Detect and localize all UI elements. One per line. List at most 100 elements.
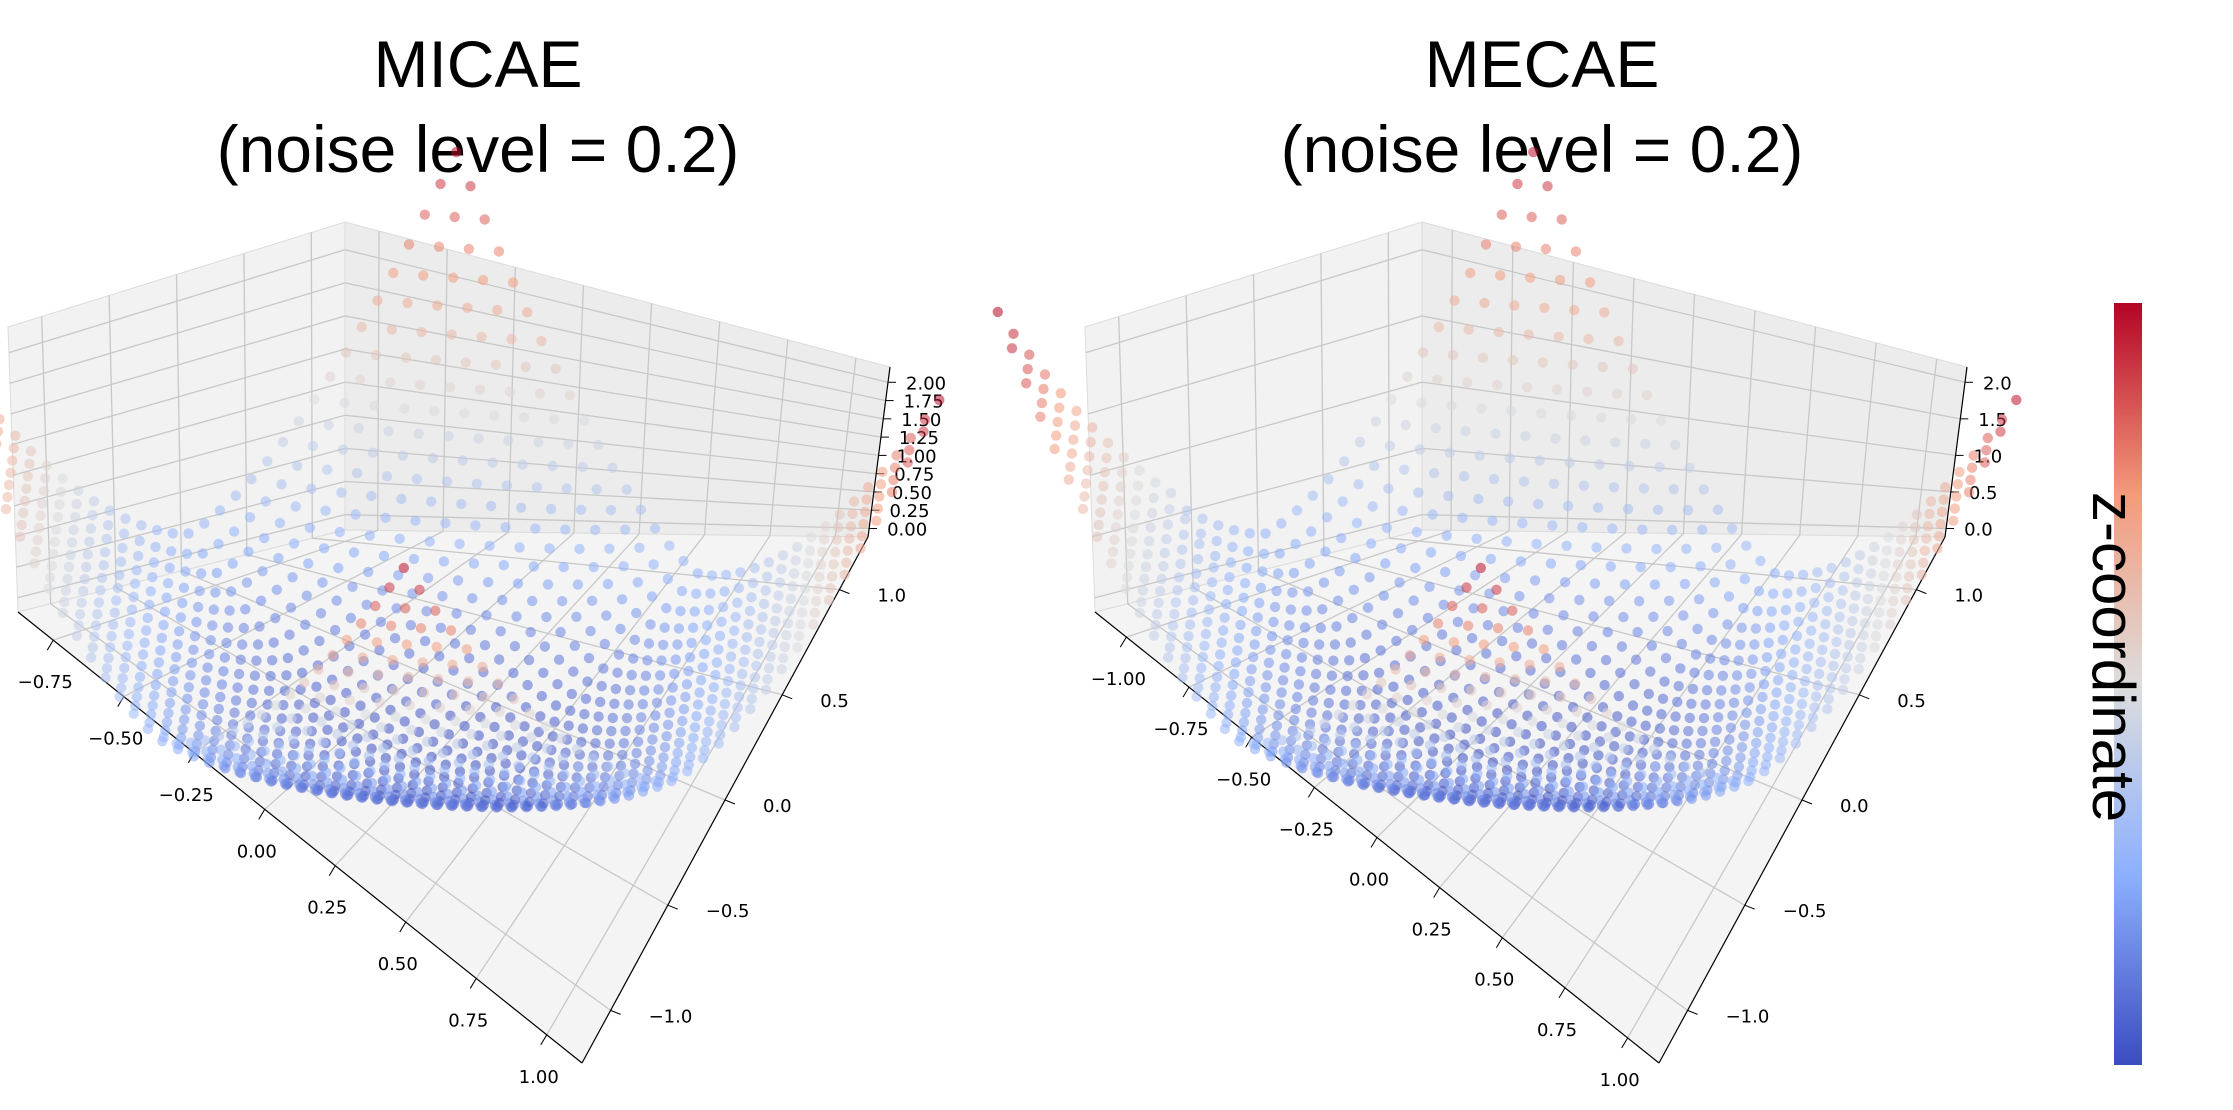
surface-point — [557, 753, 568, 764]
surface-point — [800, 583, 811, 594]
surface-point — [1743, 775, 1754, 787]
surface-point — [1510, 674, 1521, 685]
surface-point — [1020, 378, 1032, 389]
surface-point — [650, 710, 661, 721]
surface-point — [1583, 333, 1594, 345]
surface-point — [877, 466, 888, 478]
surface-point — [1063, 474, 1075, 485]
surface-point — [1733, 761, 1745, 772]
surface-point — [859, 506, 871, 518]
surface-point — [1753, 585, 1765, 597]
surface-point — [1570, 678, 1581, 689]
surface-point — [1877, 583, 1888, 594]
surface-point — [383, 426, 394, 437]
surface-point — [1619, 579, 1631, 590]
surface-point — [1580, 435, 1591, 446]
surface-point — [1790, 738, 1802, 749]
surface-point — [1184, 619, 1196, 630]
surface-point — [569, 640, 580, 651]
surface-point — [240, 604, 251, 615]
surface-point — [706, 570, 718, 581]
surface-point — [1474, 450, 1486, 461]
surface-point — [216, 679, 228, 690]
surface-point — [1539, 302, 1550, 313]
surface-point — [291, 763, 302, 774]
surface-point — [1861, 606, 1872, 617]
surface-point — [634, 542, 645, 553]
surface-point — [325, 371, 336, 382]
surface-point — [1247, 651, 1259, 663]
surface-point — [0, 503, 12, 515]
surface-point — [1101, 452, 1112, 464]
surface-point — [1764, 622, 1776, 633]
surface-point — [552, 679, 563, 690]
surface-point — [2011, 394, 2022, 406]
surface-point — [1806, 625, 1817, 636]
surface-point — [189, 631, 201, 642]
surface-point — [618, 561, 629, 572]
surface-point — [287, 572, 298, 583]
surface-point — [348, 547, 360, 558]
surface-point — [351, 468, 363, 479]
surface-point — [1359, 652, 1371, 664]
surface-point — [157, 736, 168, 747]
surface-point — [522, 800, 534, 812]
surface-point — [376, 722, 387, 733]
surface-point — [707, 693, 718, 705]
surface-point — [66, 537, 78, 548]
surface-point — [1572, 626, 1583, 637]
surface-point — [1850, 590, 1861, 601]
surface-point — [740, 644, 751, 655]
surface-point — [197, 548, 208, 559]
surface-point — [1095, 507, 1106, 518]
surface-point — [87, 642, 99, 653]
surface-point — [1625, 414, 1637, 425]
surface-point — [274, 517, 286, 529]
surface-point — [178, 582, 190, 593]
surface-point — [452, 575, 464, 586]
surface-point — [676, 585, 688, 597]
surface-point — [694, 687, 705, 698]
surface-point — [322, 724, 333, 735]
surface-point — [1617, 721, 1628, 732]
surface-point — [1200, 628, 1212, 640]
surface-point — [1642, 705, 1653, 716]
surface-point — [1084, 451, 1095, 462]
surface-point — [1690, 649, 1702, 660]
surface-point — [218, 666, 229, 677]
surface-point — [555, 626, 566, 638]
surface-point — [1918, 557, 1929, 568]
surface-point — [299, 677, 310, 688]
surface-point — [164, 697, 176, 709]
surface-point — [211, 567, 223, 579]
surface-point — [1727, 775, 1739, 787]
surface-point — [1634, 753, 1646, 764]
surface-point — [479, 640, 491, 651]
surface-point — [1545, 558, 1557, 569]
surface-point — [265, 670, 276, 682]
surface-point — [1940, 482, 1951, 493]
surface-point — [1932, 543, 1943, 554]
surface-point — [1794, 601, 1806, 613]
surface-point — [1352, 755, 1363, 766]
surface-point — [1227, 541, 1238, 553]
surface-point — [1717, 670, 1729, 681]
surface-point — [1856, 641, 1868, 653]
surface-point — [1358, 670, 1369, 681]
surface-point — [1268, 616, 1279, 628]
surface-point — [1470, 570, 1481, 581]
surface-point — [515, 775, 526, 786]
surface-point — [517, 459, 528, 470]
surface-point — [1308, 753, 1319, 764]
surface-point — [1491, 584, 1502, 595]
surface-point — [646, 591, 658, 602]
surface-point — [683, 665, 694, 677]
surface-point — [293, 416, 304, 427]
surface-point — [397, 450, 408, 461]
surface-point — [1791, 630, 1803, 642]
surface-point — [1968, 450, 1979, 461]
surface-point — [666, 695, 677, 706]
surface-point — [1530, 757, 1541, 768]
surface-point — [1350, 740, 1362, 751]
surface-point — [1522, 625, 1534, 636]
